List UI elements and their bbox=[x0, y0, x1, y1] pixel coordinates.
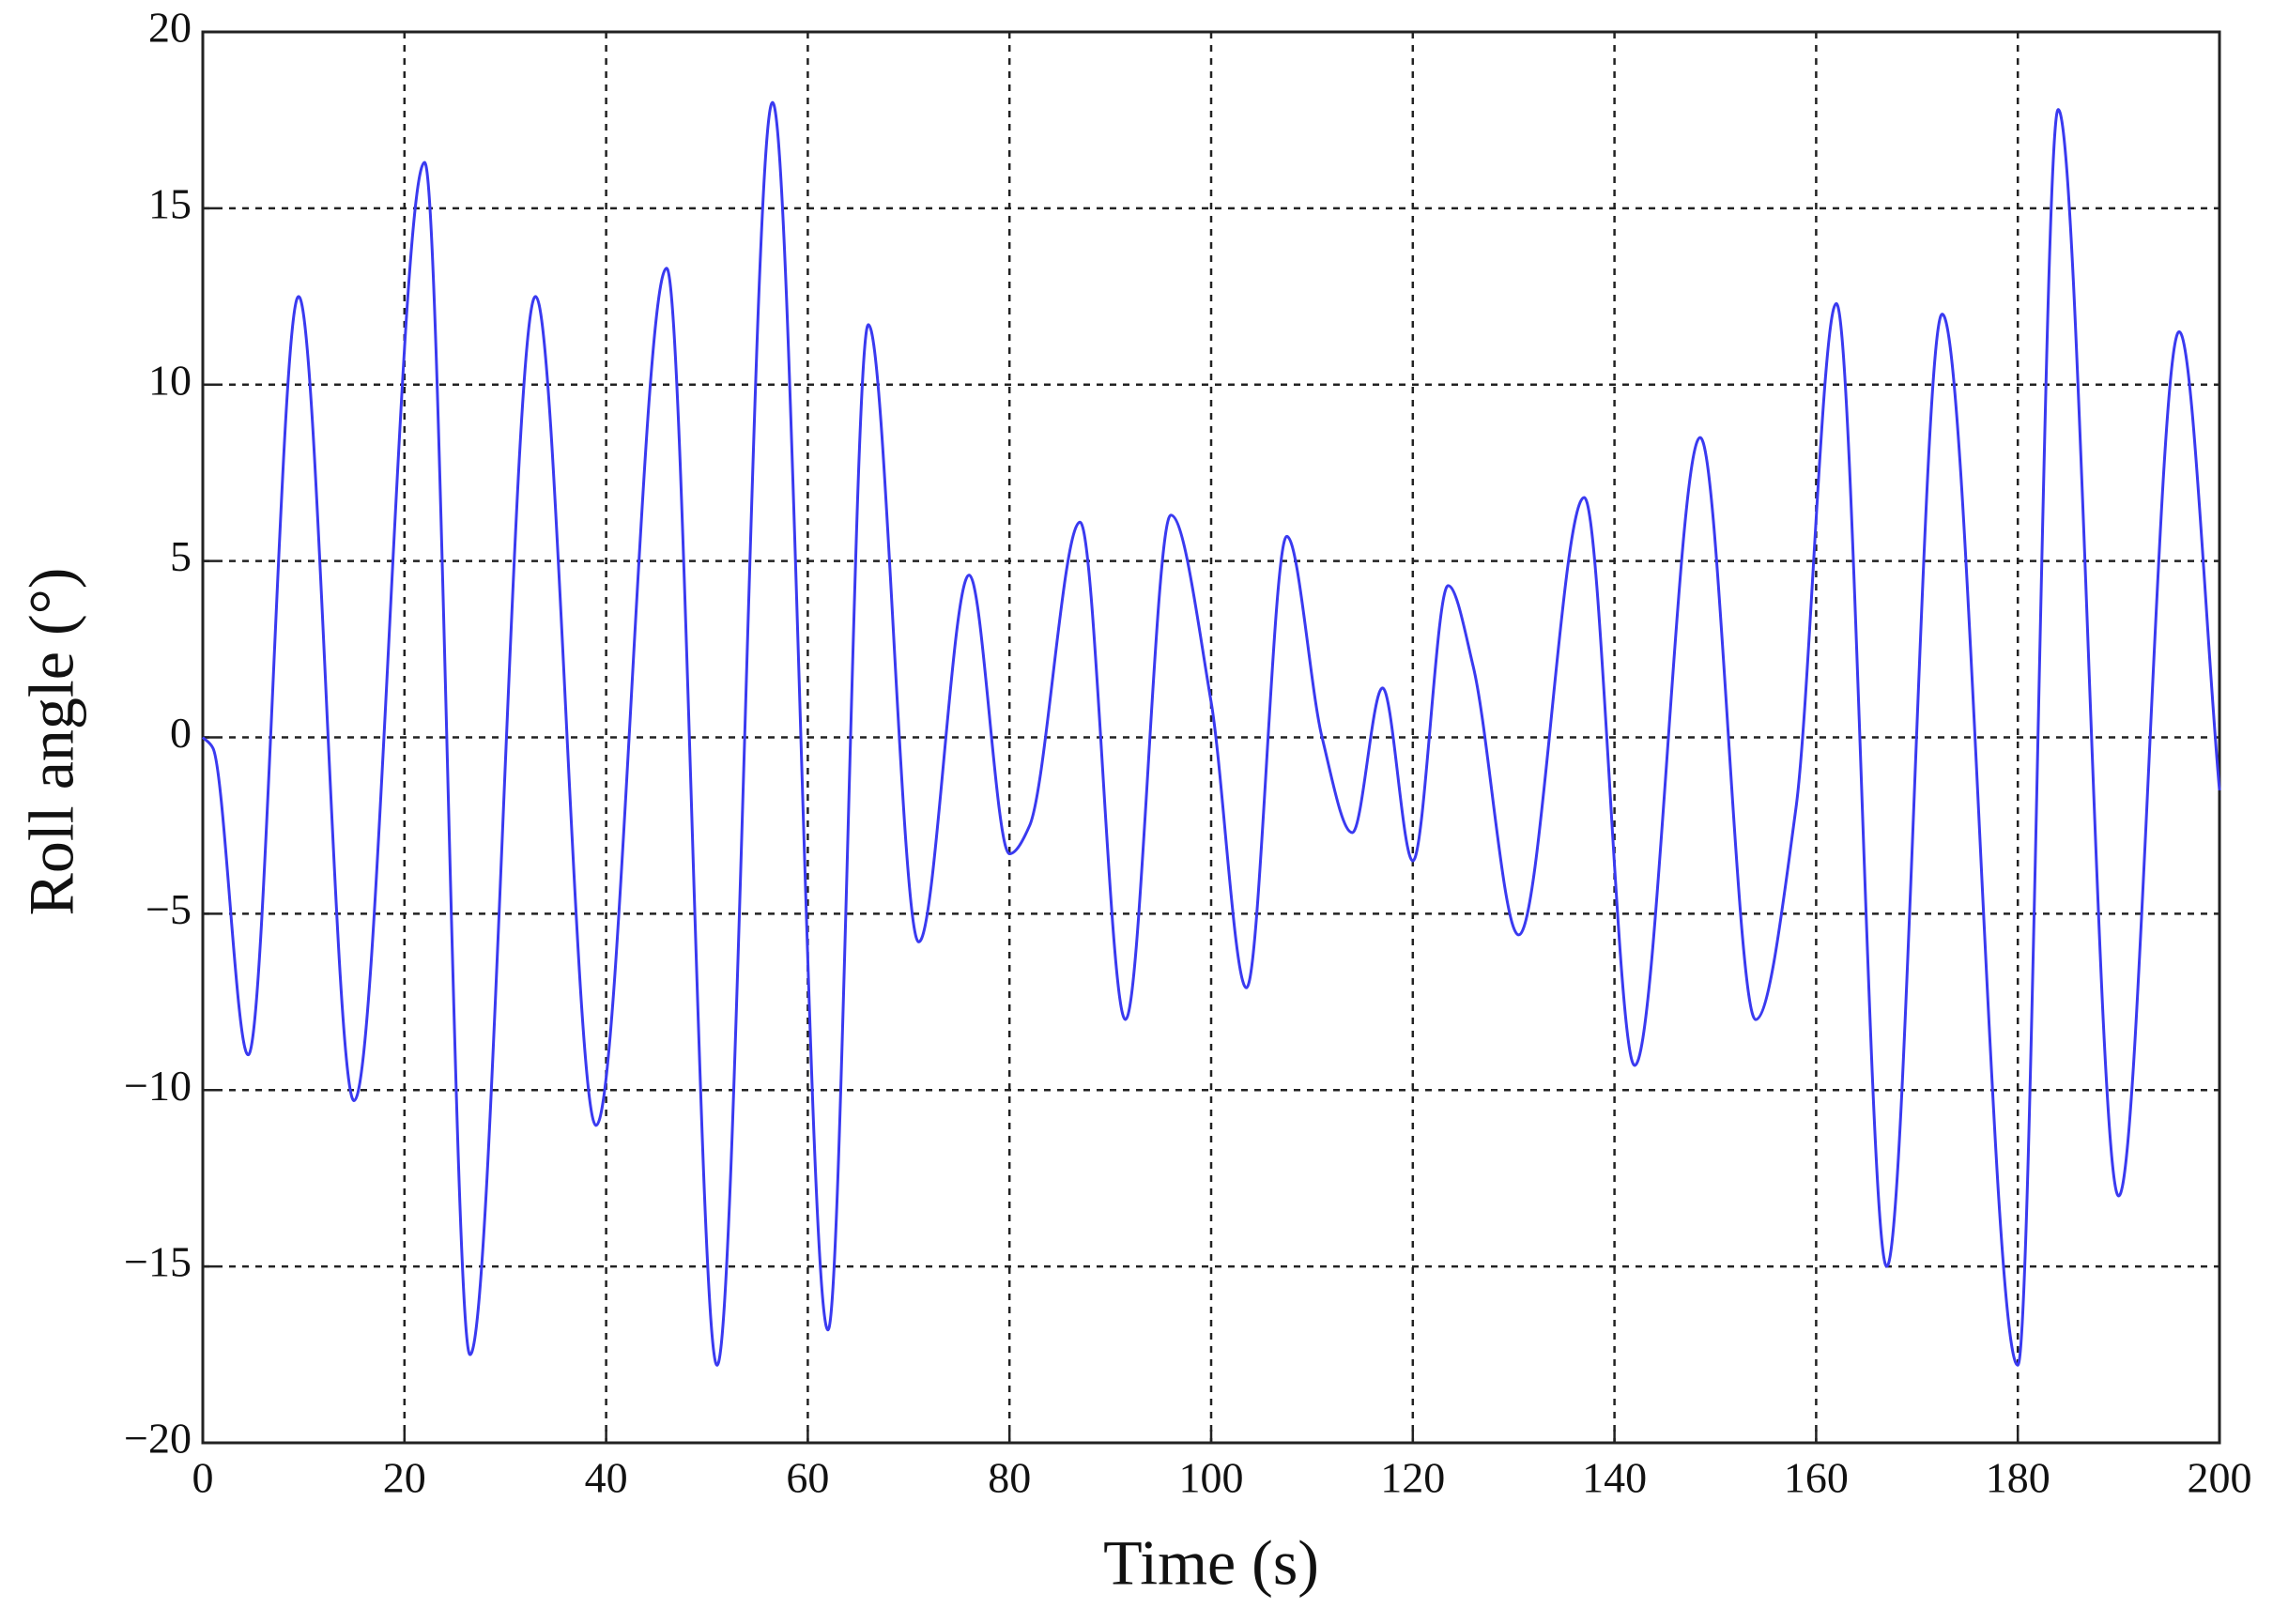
y-tick-label: 20 bbox=[148, 4, 192, 52]
x-tick-label: 120 bbox=[1380, 1454, 1445, 1502]
x-tick-label: 60 bbox=[786, 1454, 829, 1502]
x-tick-label: 0 bbox=[192, 1454, 214, 1502]
y-tick-label: 15 bbox=[148, 179, 192, 227]
y-tick-label: −5 bbox=[146, 885, 192, 933]
y-axis-title: Roll angle (°) bbox=[16, 568, 87, 916]
y-tick-label: −15 bbox=[124, 1238, 192, 1286]
x-tick-label: 40 bbox=[585, 1454, 628, 1502]
y-tick-label: −20 bbox=[124, 1415, 192, 1463]
line-series bbox=[201, 100, 2221, 1367]
x-tick-label: 200 bbox=[2188, 1454, 2252, 1502]
x-tick-label: 100 bbox=[1179, 1454, 1244, 1502]
x-tick-label: 160 bbox=[1784, 1454, 1849, 1502]
y-tick-label: −10 bbox=[124, 1062, 192, 1110]
x-tick-label: 80 bbox=[988, 1454, 1031, 1502]
x-tick-label: 20 bbox=[383, 1454, 426, 1502]
x-axis-title: Time (s) bbox=[1103, 1527, 1319, 1599]
y-tick-label: 0 bbox=[170, 709, 192, 757]
y-tick-label: 10 bbox=[148, 356, 192, 404]
y-tick-label: 5 bbox=[170, 532, 192, 580]
x-tick-label: 180 bbox=[1986, 1454, 2050, 1502]
x-tick-label: 140 bbox=[1582, 1454, 1647, 1502]
